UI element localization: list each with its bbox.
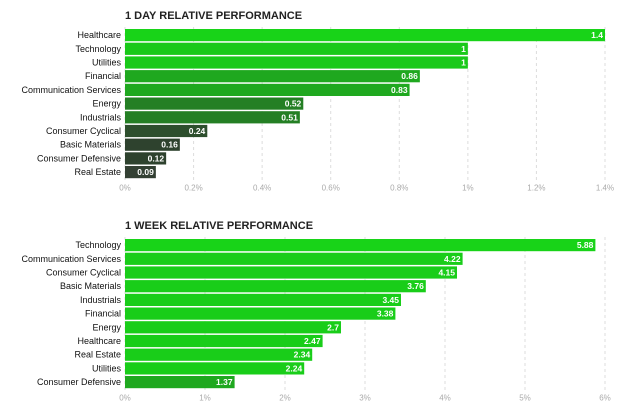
week-category-label: Utilities xyxy=(92,363,122,373)
week-value-label: 3.45 xyxy=(382,295,399,305)
week-value-label: 2.47 xyxy=(304,336,321,346)
week-value-label: 1.37 xyxy=(216,377,233,387)
week-category-label: Real Estate xyxy=(74,350,121,360)
week-value-label: 5.88 xyxy=(577,240,594,250)
day-bar-healthcare[interactable] xyxy=(125,29,605,42)
week-x-tick-label: 4% xyxy=(439,394,451,403)
day-x-tick-label: 1.2% xyxy=(527,184,545,193)
week-x-tick-label: 0% xyxy=(119,394,131,403)
week-value-label: 4.22 xyxy=(444,254,461,264)
day-value-label: 0.86 xyxy=(401,71,418,81)
week-value-label: 2.34 xyxy=(294,350,311,360)
week-category-label: Healthcare xyxy=(77,336,121,346)
week-x-tick-label: 3% xyxy=(359,394,371,403)
chart-1day-plot: 0% 0.2% 0.4% 0.6% 0.8% 1% 1.2% 1.4% Healthcare 1.… xyxy=(21,27,614,193)
week-value-label: 4.15 xyxy=(438,268,455,278)
week-category-label: Communication Services xyxy=(21,254,121,264)
day-x-tick-label: 1% xyxy=(462,184,474,193)
week-bar-basic-materials[interactable] xyxy=(125,280,426,293)
day-value-label: 0.09 xyxy=(137,167,154,177)
day-value-label: 1 xyxy=(461,44,466,54)
chart-1week-plot: 0% 1% 2% 3% 4% 5% 6% Technology 5.88 Communicatio… xyxy=(21,237,611,403)
day-bar-utilities[interactable] xyxy=(125,56,468,69)
week-category-label: Consumer Defensive xyxy=(37,377,121,387)
chart-1day-title: 1 DAY RELATIVE PERFORMANCE xyxy=(125,10,303,22)
day-bar-technology[interactable] xyxy=(125,42,468,55)
day-category-label: Financial xyxy=(85,71,121,81)
week-x-tick-label: 1% xyxy=(199,394,211,403)
week-category-label: Industrials xyxy=(80,295,122,305)
day-category-label: Healthcare xyxy=(77,30,121,40)
week-category-label: Financial xyxy=(85,309,121,319)
week-category-label: Energy xyxy=(92,322,121,332)
day-bar-basic-materials[interactable] xyxy=(125,138,180,151)
day-category-label: Technology xyxy=(75,44,121,54)
day-bar-industrials[interactable] xyxy=(125,111,300,124)
day-value-label: 1 xyxy=(461,58,466,68)
week-bar-utilities[interactable] xyxy=(125,362,305,375)
day-bar-communication-services[interactable] xyxy=(125,83,410,96)
week-x-tick-label: 6% xyxy=(599,394,611,403)
day-bar-consumer-cyclical[interactable] xyxy=(125,124,208,138)
day-x-tick-label: 0% xyxy=(119,184,131,193)
week-x-tick-label: 5% xyxy=(519,394,531,403)
day-x-tick-label: 1.4% xyxy=(596,184,614,193)
week-bar-consumer-defensive[interactable] xyxy=(125,376,235,389)
week-value-label: 3.76 xyxy=(407,281,424,291)
day-category-label: Real Estate xyxy=(74,167,121,177)
week-value-label: 2.24 xyxy=(286,363,303,373)
day-category-label: Energy xyxy=(92,99,121,109)
day-bar-real-estate[interactable] xyxy=(125,166,156,179)
day-value-label: 0.83 xyxy=(391,85,408,95)
day-x-tick-label: 0.2% xyxy=(184,184,202,193)
week-bar-communication-services[interactable] xyxy=(125,252,463,265)
week-bar-financial[interactable] xyxy=(125,307,396,320)
day-bar-financial[interactable] xyxy=(125,70,420,83)
week-x-tick-label: 2% xyxy=(279,394,291,403)
week-bar-real-estate[interactable] xyxy=(125,348,313,361)
week-bar-consumer-cyclical[interactable] xyxy=(125,266,457,279)
week-bar-industrials[interactable] xyxy=(125,293,401,306)
day-category-label: Consumer Defensive xyxy=(37,153,121,163)
week-category-label: Consumer Cyclical xyxy=(46,268,121,278)
week-bar-technology[interactable] xyxy=(125,239,596,252)
week-category-label: Technology xyxy=(75,240,121,250)
day-value-label: 0.24 xyxy=(189,126,206,136)
day-category-label: Communication Services xyxy=(21,85,121,95)
day-bar-energy[interactable] xyxy=(125,97,304,110)
chart-1week-title: 1 WEEK RELATIVE PERFORMANCE xyxy=(125,220,314,232)
day-x-tick-label: 0.4% xyxy=(253,184,271,193)
day-bar-consumer-defensive[interactable] xyxy=(125,152,167,165)
day-x-tick-label: 0.6% xyxy=(322,184,340,193)
week-value-label: 3.38 xyxy=(377,309,394,319)
week-bar-energy[interactable] xyxy=(125,321,341,334)
day-x-tick-label: 0.8% xyxy=(390,184,408,193)
day-value-label: 0.51 xyxy=(281,112,298,122)
day-value-label: 0.16 xyxy=(161,140,178,150)
day-value-label: 1.4 xyxy=(591,30,603,40)
day-value-label: 0.52 xyxy=(285,99,302,109)
day-category-label: Consumer Cyclical xyxy=(46,126,121,136)
day-category-label: Utilities xyxy=(92,58,122,68)
day-category-label: Basic Materials xyxy=(60,140,122,150)
day-value-label: 0.12 xyxy=(148,153,165,163)
week-value-label: 2.7 xyxy=(327,322,339,332)
week-category-label: Basic Materials xyxy=(60,281,122,291)
day-category-label: Industrials xyxy=(80,112,122,122)
week-bar-healthcare[interactable] xyxy=(125,334,323,348)
